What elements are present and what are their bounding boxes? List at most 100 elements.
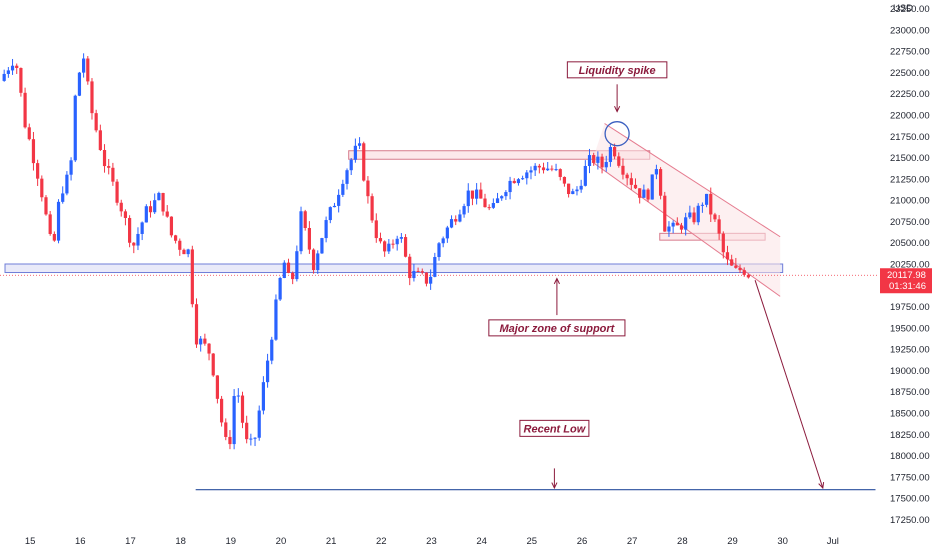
candle-body: [441, 238, 445, 244]
candle-down: [190, 245, 194, 308]
candle-body: [504, 192, 508, 197]
candle-body: [633, 184, 638, 189]
candle-down: [203, 333, 207, 346]
candle-down: [709, 187, 713, 222]
candle-down: [470, 190, 475, 206]
x-tick-label: 26: [577, 536, 588, 547]
candle-up: [261, 376, 265, 415]
candle-up: [587, 148, 592, 174]
candle-body: [378, 238, 383, 242]
candle-up: [2, 69, 6, 82]
projection-arrow: [754, 280, 825, 490]
candle-body: [399, 237, 403, 239]
y-tick-label: 18500.00: [890, 409, 930, 420]
candle-body: [500, 196, 504, 199]
candle-body: [86, 58, 90, 82]
candle-body: [261, 382, 265, 411]
candle-body: [98, 130, 102, 151]
candle-up: [153, 193, 157, 214]
candle-body: [562, 176, 567, 184]
candle-body: [613, 147, 617, 157]
annotation-major-support: Major zone of support: [488, 319, 626, 337]
candle-body: [328, 207, 332, 221]
candle-down: [40, 175, 44, 202]
candle-countdown: 01:31:46: [889, 281, 926, 292]
candle-body: [52, 233, 56, 241]
y-tick-labels[interactable]: 23250.00 23000.00 22750.00 22500.00 22250.00…: [890, 4, 930, 526]
candle-down: [416, 267, 420, 272]
candle-body: [153, 200, 157, 213]
candle-body: [395, 238, 399, 245]
candle-down: [725, 245, 730, 266]
candle-body: [278, 277, 282, 300]
candle-down: [713, 212, 717, 222]
candle-down: [730, 254, 734, 266]
y-tick-label: 18000.00: [890, 451, 930, 462]
candle-body: [671, 222, 675, 227]
candle-up: [337, 189, 341, 213]
candle-up: [700, 202, 704, 213]
candle-body: [165, 211, 169, 217]
candle-body: [516, 179, 521, 184]
candle-body: [249, 438, 253, 440]
x-tick-label: 19: [225, 536, 236, 547]
candle-body: [596, 156, 600, 163]
candle-up: [186, 248, 190, 258]
candle-up: [433, 252, 437, 278]
arrow-head: [614, 105, 621, 113]
candle-up: [529, 166, 533, 180]
candle-body: [433, 257, 437, 277]
current-price-badge: [880, 268, 932, 294]
candle-body: [663, 195, 667, 232]
y-tick-label: 23250.00: [890, 4, 930, 15]
candle-body: [274, 299, 278, 340]
candle-body: [48, 214, 52, 234]
candle-body: [253, 437, 257, 439]
candle-up: [667, 221, 671, 237]
candle-up: [278, 276, 282, 302]
candle-body: [437, 243, 441, 258]
candle-down: [291, 271, 295, 285]
candle-down: [86, 56, 90, 85]
candle-up: [654, 164, 659, 180]
annotation-label: Recent Low: [524, 423, 587, 435]
x-tick-labels[interactable]: 15 16 17 18 19 20 21 22 23 24 25 26 27 28 29 30 Jul: [25, 536, 839, 547]
candle-body: [19, 68, 23, 93]
candle-down: [658, 167, 663, 200]
candle-body: [10, 65, 15, 71]
candle-down: [679, 222, 684, 234]
candle-body: [730, 259, 734, 266]
candle-up: [684, 212, 688, 236]
candle-down: [487, 204, 491, 211]
candle-body: [311, 249, 316, 271]
candle-up: [249, 433, 253, 446]
candle-body: [470, 190, 475, 199]
candle-up: [73, 94, 77, 163]
candle-down: [558, 168, 562, 181]
candle-body: [324, 220, 328, 239]
candle-up: [449, 215, 454, 229]
candle-body: [207, 343, 211, 354]
descending-channel: [592, 123, 781, 297]
candle-down: [48, 210, 52, 236]
candle-down: [132, 242, 136, 254]
candle-down: [370, 193, 374, 223]
candle-up: [270, 336, 274, 365]
candle-body: [521, 178, 525, 180]
candle-up: [508, 176, 512, 200]
candle-up: [232, 389, 236, 450]
candle-up: [546, 161, 550, 171]
arrow-head: [553, 277, 560, 285]
x-tick-label: 18: [175, 536, 186, 547]
candle-up: [571, 188, 575, 195]
candle-body: [123, 211, 128, 218]
x-tick-label: 30: [777, 536, 788, 547]
candle-up: [349, 158, 353, 176]
candle-down: [228, 430, 232, 450]
candle-body: [161, 192, 165, 212]
candle-body: [23, 92, 27, 128]
y-tick-label: 19750.00: [890, 302, 930, 313]
candle-up: [328, 206, 332, 224]
candle-down: [738, 264, 742, 274]
candle-body: [257, 410, 261, 438]
